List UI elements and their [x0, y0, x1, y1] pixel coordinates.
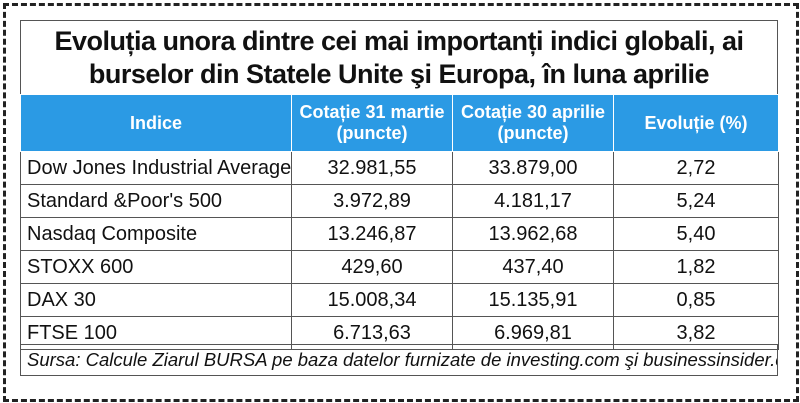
cell-cotatie-aprilie: 15.135,91: [452, 283, 614, 317]
cell-indice: Nasdaq Composite: [20, 217, 292, 251]
dashed-frame: [3, 3, 799, 402]
cell-evolutie: 2,72: [613, 151, 779, 185]
cell-cotatie-aprilie: 13.962,68: [452, 217, 614, 251]
cell-evolutie: 1,82: [613, 250, 779, 284]
header-cotatie-30-aprilie-line1: Cotație 30 aprilie: [460, 102, 606, 122]
cell-cotatie-martie: 13.246,87: [291, 217, 453, 251]
cell-cotatie-aprilie: 437,40: [452, 250, 614, 284]
table-row: STOXX 600 429,60 437,40 1,82: [20, 250, 779, 284]
table-row: DAX 30 15.008,34 15.135,91 0,85: [20, 283, 779, 317]
cell-evolutie: 0,85: [613, 283, 779, 317]
title-line-1: Evoluția unora dintre cei mai importanți…: [54, 25, 744, 56]
table-row: Nasdaq Composite 13.246,87 13.962,68 5,4…: [20, 217, 779, 251]
cell-evolutie: 5,40: [613, 217, 779, 251]
cell-evolutie: 5,24: [613, 184, 779, 218]
header-evolutie: Evoluție (%): [613, 94, 779, 152]
title-line-2: burselor din Statele Unite şi Europa, în…: [88, 58, 710, 89]
header-indice-text: Indice: [129, 112, 182, 133]
cell-cotatie-martie: 15.008,34: [291, 283, 453, 317]
header-indice: Indice: [20, 94, 292, 152]
cell-indice: Dow Jones Industrial Average: [20, 151, 292, 185]
source-note: Sursa: Calcule Ziarul BURSA pe baza date…: [20, 344, 778, 376]
table-row: Dow Jones Industrial Average 32.981,55 3…: [20, 151, 779, 185]
table-row: Standard &Poor's 500 3.972,89 4.181,17 5…: [20, 184, 779, 218]
table-title: Evoluția unora dintre cei mai importanți…: [20, 20, 778, 94]
indices-table: Indice Cotație 31 martie (puncte) Cotați…: [20, 94, 779, 350]
cell-cotatie-martie: 32.981,55: [291, 151, 453, 185]
cell-indice: STOXX 600: [20, 250, 292, 284]
cell-cotatie-aprilie: 4.181,17: [452, 184, 614, 218]
cell-indice: Standard &Poor's 500: [20, 184, 292, 218]
header-cotatie-30-aprilie: Cotație 30 aprilie (puncte): [452, 94, 614, 152]
cell-cotatie-aprilie: 33.879,00: [452, 151, 614, 185]
header-cotatie-31-martie-line1: Cotație 31 martie: [299, 102, 445, 122]
cell-indice: DAX 30: [20, 283, 292, 317]
cell-cotatie-martie: 429,60: [291, 250, 453, 284]
header-cotatie-31-martie: Cotație 31 martie (puncte): [291, 94, 453, 152]
header-row: Indice Cotație 31 martie (puncte) Cotați…: [20, 94, 779, 152]
header-cotatie-31-martie-line2: (puncte): [336, 123, 408, 143]
header-evolutie-text: Evoluție (%): [644, 112, 748, 133]
cell-cotatie-martie: 3.972,89: [291, 184, 453, 218]
header-cotatie-30-aprilie-line2: (puncte): [497, 123, 569, 143]
